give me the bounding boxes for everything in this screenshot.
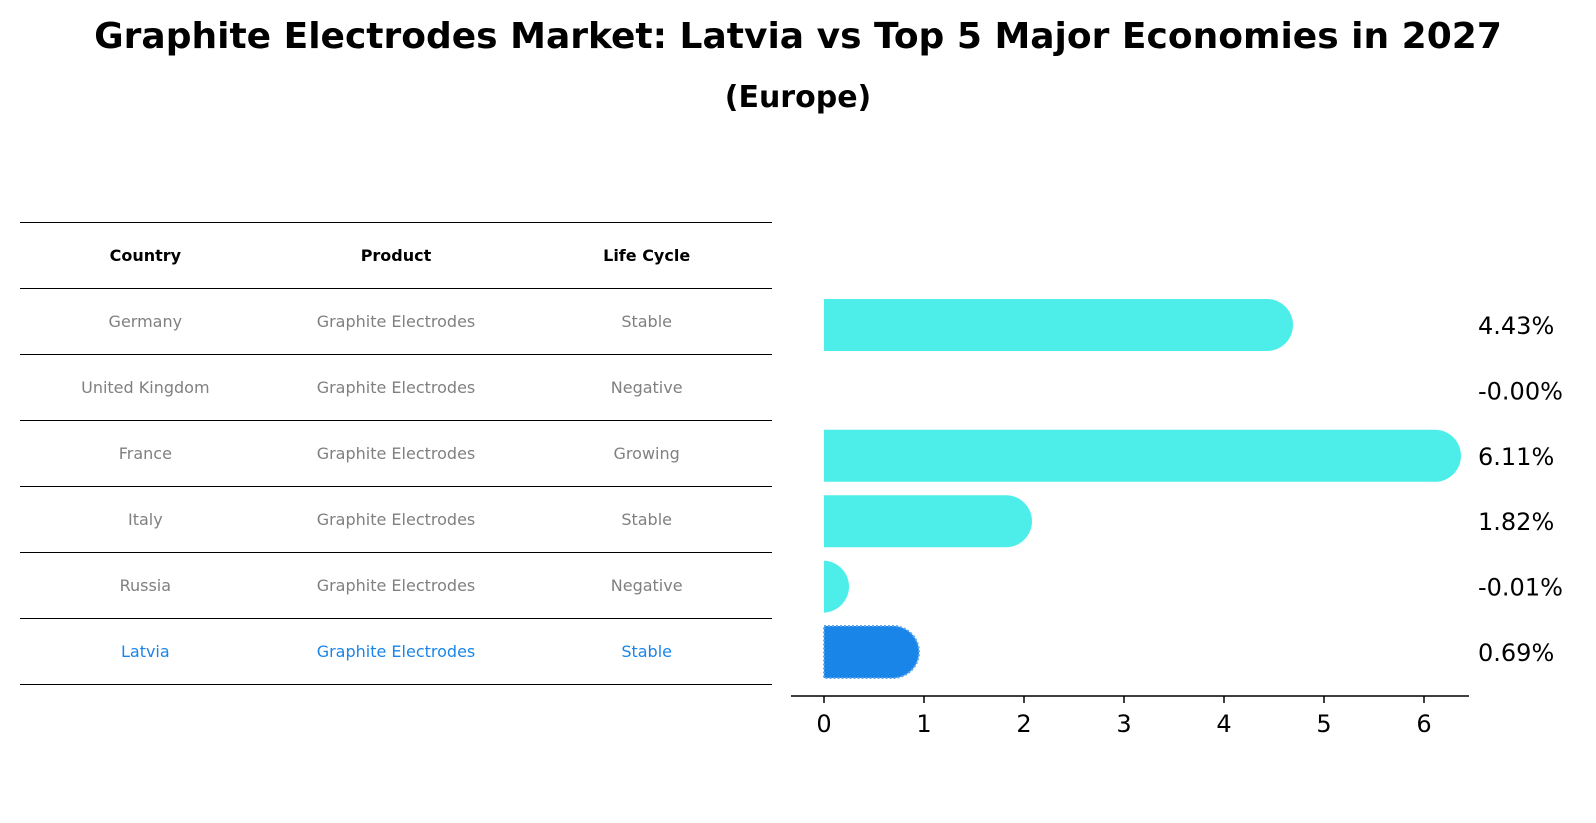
- bar-latvia: [823, 625, 920, 679]
- cell-life-cycle: Negative: [521, 354, 772, 421]
- column-header-product: Product: [270, 222, 522, 289]
- x-tick-label: 4: [1216, 710, 1231, 738]
- cell-product: Graphite Electrodes: [270, 354, 522, 421]
- value-label: -0.00%: [1478, 377, 1563, 405]
- cell-country: France: [20, 420, 271, 487]
- cell-life-cycle: Growing: [521, 420, 772, 487]
- cell-country: Germany: [20, 288, 271, 355]
- value-label: 4.43%: [1478, 312, 1554, 340]
- bar-france: [824, 429, 1462, 482]
- table-row: France Graphite Electrodes Growing: [20, 420, 772, 487]
- cell-country: Italy: [20, 486, 271, 553]
- cell-product: Graphite Electrodes: [270, 420, 522, 487]
- bar-italy: [824, 495, 1033, 548]
- cell-country: United Kingdom: [20, 354, 271, 421]
- cell-product: Graphite Electrodes: [270, 552, 522, 619]
- x-tick-label: 5: [1316, 710, 1331, 738]
- cell-country: Latvia: [20, 618, 271, 685]
- column-header-life-cycle: Life Cycle: [521, 222, 772, 289]
- cell-life-cycle: Negative: [521, 552, 772, 619]
- value-label: 0.69%: [1478, 639, 1554, 667]
- table-row: United Kingdom Graphite Electrodes Negat…: [20, 354, 772, 421]
- cell-product: Graphite Electrodes: [270, 618, 522, 685]
- cell-life-cycle: Stable: [521, 618, 772, 685]
- table-row: Russia Graphite Electrodes Negative: [20, 552, 772, 619]
- x-tick-label: 2: [1016, 710, 1031, 738]
- value-label: -0.01%: [1478, 574, 1563, 602]
- chart-subtitle: (Europe): [724, 80, 872, 115]
- cell-life-cycle: Stable: [521, 288, 772, 355]
- value-label: 6.11%: [1478, 443, 1554, 471]
- table-row: Germany Graphite Electrodes Stable: [20, 288, 772, 355]
- chart-title: Graphite Electrodes Market: Latvia vs To…: [94, 16, 1502, 57]
- bar-russia: [823, 560, 849, 613]
- value-label: 1.82%: [1478, 508, 1554, 536]
- cell-product: Graphite Electrodes: [270, 288, 522, 355]
- table-header-row: Country Product Life Cycle: [20, 222, 772, 289]
- x-tick-label: 3: [1116, 710, 1131, 738]
- cell-product: Graphite Electrodes: [270, 486, 522, 553]
- cell-life-cycle: Stable: [521, 486, 772, 553]
- comparison-table: Country Product Life Cycle Germany Graph…: [20, 222, 772, 685]
- x-tick-label: 0: [816, 710, 831, 738]
- column-header-country: Country: [20, 222, 271, 289]
- bar-germany: [824, 299, 1293, 351]
- table-row: Italy Graphite Electrodes Stable: [20, 486, 772, 553]
- x-tick-label: 1: [916, 710, 931, 738]
- x-tick-label: 6: [1416, 710, 1431, 738]
- cell-country: Russia: [20, 552, 271, 619]
- table-row-highlighted: Latvia Graphite Electrodes Stable: [20, 618, 772, 685]
